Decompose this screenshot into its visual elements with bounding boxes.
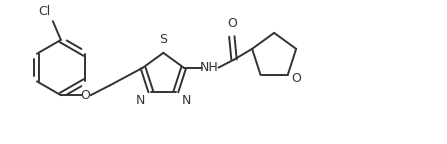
Text: O: O [291,72,301,85]
Text: N: N [181,94,190,107]
Text: S: S [159,33,167,46]
Text: N: N [136,94,145,107]
Text: O: O [80,89,90,102]
Text: O: O [227,17,237,30]
Text: Cl: Cl [39,5,51,18]
Text: NH: NH [200,61,219,74]
